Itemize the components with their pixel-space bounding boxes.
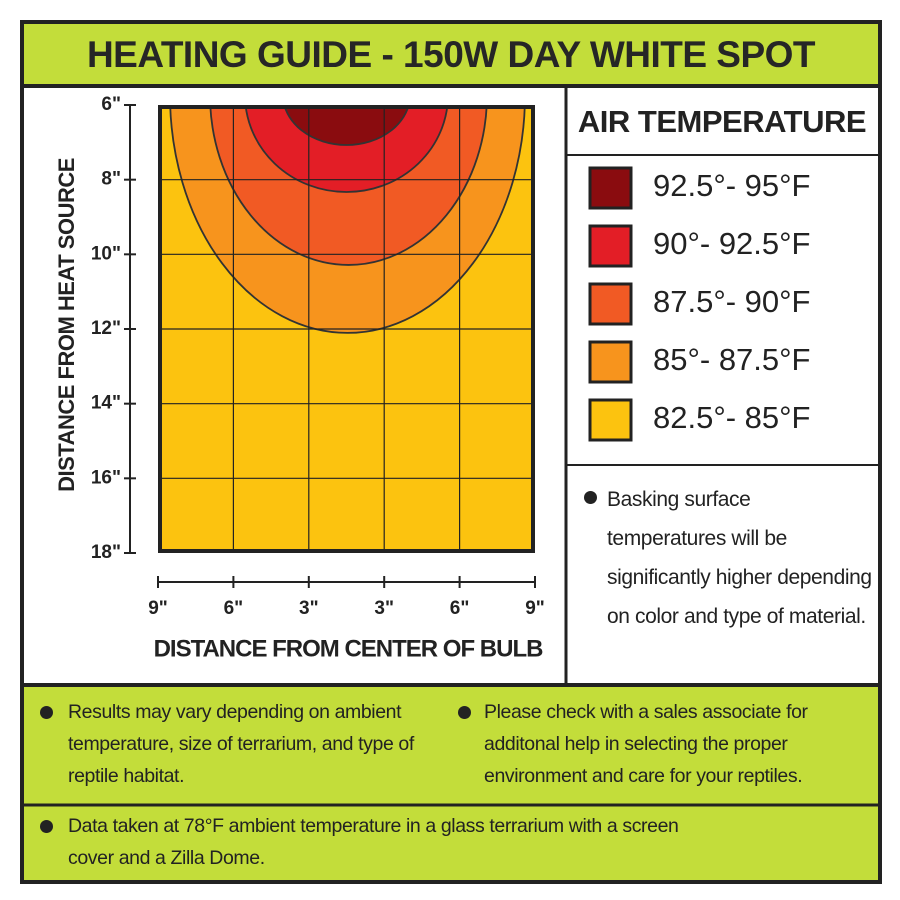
footer-note: Please check with a sales associate for … — [484, 701, 808, 787]
legend-swatch — [588, 398, 633, 442]
title: HEATING GUIDE - 150W DAY WHITE SPOT — [24, 24, 878, 88]
y-tick-label: 6" — [101, 94, 121, 115]
frame — [20, 20, 882, 884]
bullet — [40, 820, 53, 833]
y-tick-label: 8" — [101, 169, 121, 190]
legend-swatch — [588, 224, 633, 268]
legend-label: 90°- 92.5°F — [653, 226, 810, 261]
legend-label: 82.5°- 85°F — [653, 400, 810, 435]
legend: 92.5°- 95°F 90°- 92.5°F 87.5°- 90°F 85°- 87… — [588, 166, 810, 442]
bullet — [40, 706, 53, 719]
x-tick-label: 3" — [374, 598, 394, 619]
zone — [244, 105, 449, 193]
legend-label: 85°- 87.5°F — [653, 342, 810, 377]
bullet — [458, 706, 471, 719]
legend-title: AIR TEMPERATURE — [578, 104, 866, 139]
bullet — [584, 491, 597, 504]
y-tick-label: 16" — [91, 467, 121, 488]
legend-swatch — [588, 166, 633, 210]
x-axis-label: DISTANCE FROM CENTER OF BULB — [154, 635, 544, 662]
y-tick-label: 18" — [91, 542, 121, 563]
y-tick-label: 12" — [91, 318, 121, 339]
side-note: Basking surface temperatures will be sig… — [607, 488, 872, 628]
axes: 6" 8" 10" 12" 14" 16" 18" 9" 6" 3" 3" 6" 9" — [91, 94, 545, 619]
y-tick-label: 10" — [91, 243, 121, 264]
zone — [283, 105, 410, 146]
x-tick-label: 6" — [450, 598, 470, 619]
x-tick-label: 3" — [299, 598, 319, 619]
legend-swatch — [588, 340, 633, 384]
contour-plot — [158, 105, 535, 553]
x-tick-label: 6" — [224, 598, 244, 619]
footer-note: Data taken at 78°F ambient temperature i… — [68, 815, 679, 869]
legend-swatch — [588, 282, 633, 326]
y-tick-label: 14" — [91, 393, 121, 414]
legend-label: 92.5°- 95°F — [653, 168, 810, 203]
footer-panel — [24, 685, 878, 880]
x-tick-label: 9" — [148, 598, 168, 619]
legend-label: 87.5°- 90°F — [653, 284, 810, 319]
y-axis-label: DISTANCE FROM HEAT SOURCE — [54, 158, 79, 492]
x-tick-label: 9" — [525, 598, 545, 619]
footer-note: Results may vary depending on ambient te… — [68, 701, 414, 787]
